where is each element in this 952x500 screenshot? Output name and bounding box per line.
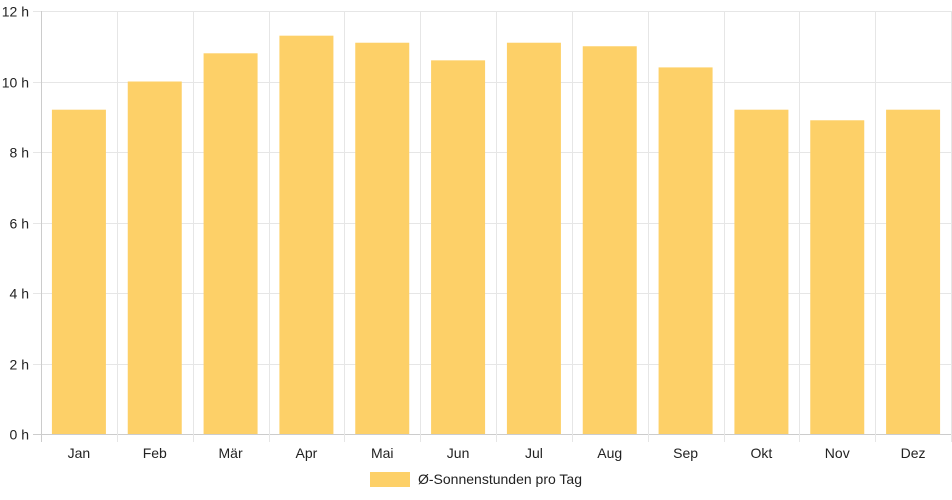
y-tick-label: 2 h <box>10 357 29 373</box>
bar-apr <box>279 35 334 435</box>
legend[interactable]: Ø-Sonnenstunden pro Tag <box>0 471 952 487</box>
x-tick-label: Mär <box>219 445 243 461</box>
bar-feb <box>127 81 182 434</box>
y-tick-label: 4 h <box>10 286 29 302</box>
y-tick-label: 12 h <box>2 4 29 20</box>
bar-nov <box>810 120 865 435</box>
legend-swatch <box>370 471 410 487</box>
x-tick-label: Feb <box>143 445 167 461</box>
x-tick-label: Nov <box>825 445 850 461</box>
bar-aug <box>582 46 637 434</box>
bar-mai <box>355 42 410 434</box>
bar-okt <box>734 109 789 434</box>
y-tick-label: 8 h <box>10 145 29 161</box>
y-tick-label: 10 h <box>2 75 29 91</box>
bar-dez <box>886 109 941 434</box>
x-tick-label: Jun <box>447 445 470 461</box>
bar-jan <box>51 109 106 434</box>
x-tick-label: Apr <box>296 445 318 461</box>
bar-jul <box>506 42 561 434</box>
x-tick-label: Okt <box>751 445 773 461</box>
x-tick-label: Jan <box>68 445 91 461</box>
bar-sep <box>658 67 713 435</box>
x-tick-label: Aug <box>597 445 622 461</box>
legend-label: Ø-Sonnenstunden pro Tag <box>418 471 582 487</box>
bar-jun <box>431 60 486 434</box>
x-tick-label: Dez <box>901 445 926 461</box>
y-tick-label: 0 h <box>10 427 29 443</box>
bar-mär <box>203 53 258 435</box>
x-tick-label: Mai <box>371 445 394 461</box>
x-tick-label: Sep <box>673 445 698 461</box>
x-tick-label: Jul <box>525 445 543 461</box>
y-tick-label: 6 h <box>10 216 29 232</box>
